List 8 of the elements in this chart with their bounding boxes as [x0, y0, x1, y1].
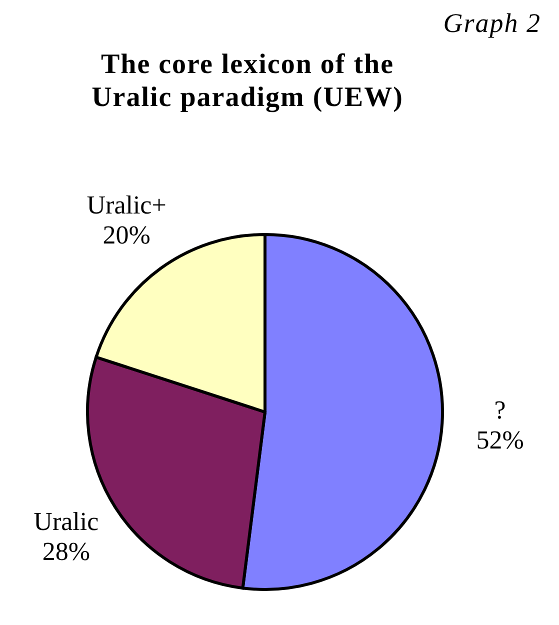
data-label: 28% [42, 537, 90, 566]
slice-label: ? [494, 396, 506, 425]
chart-title: The core lexicon of the Uralic paradigm (UEW) [90, 48, 404, 114]
slice-label: Uralic [34, 507, 99, 536]
data-label: 20% [102, 220, 150, 250]
caption: Graph 2 [443, 8, 541, 39]
slice-label: Uralic+ [86, 190, 166, 220]
data-label: 52% [476, 426, 524, 455]
